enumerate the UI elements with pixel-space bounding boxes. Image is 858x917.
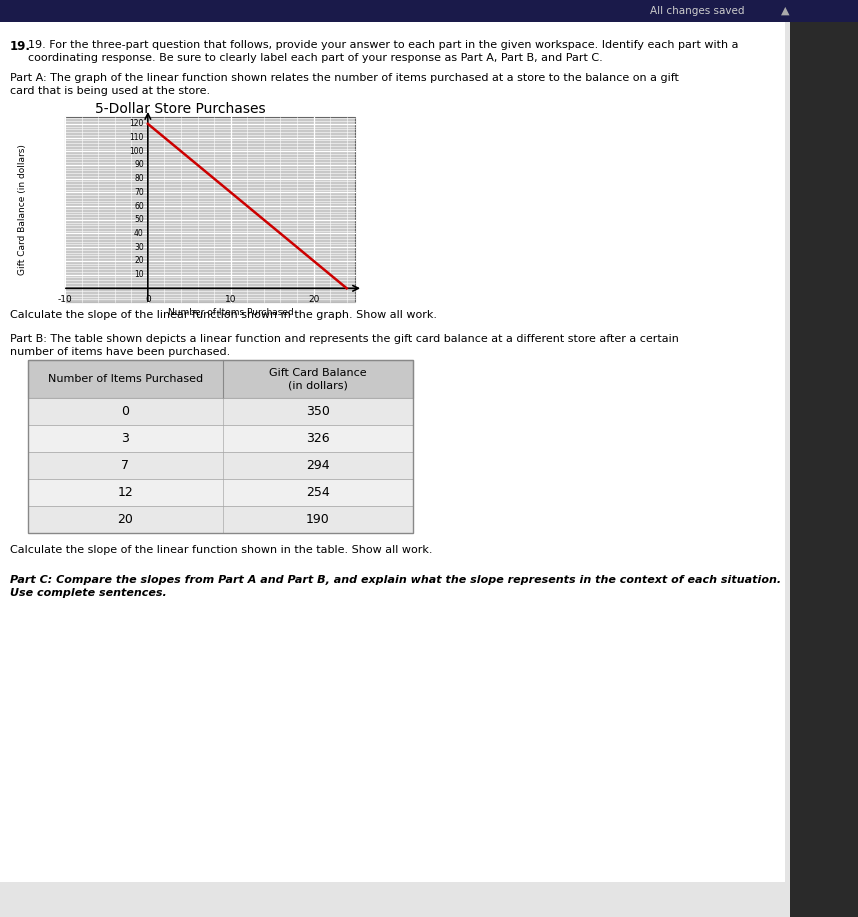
Text: 350: 350: [306, 405, 330, 418]
Text: 7: 7: [122, 459, 130, 472]
Text: number of items have been purchased.: number of items have been purchased.: [10, 347, 230, 357]
Text: 0: 0: [145, 295, 151, 304]
Text: 190: 190: [306, 513, 329, 526]
Text: card that is being used at the store.: card that is being used at the store.: [10, 86, 210, 96]
Text: 20: 20: [308, 295, 319, 304]
Text: 294: 294: [306, 459, 329, 472]
Bar: [28, 425, 413, 452]
Text: Calculate the slope of the linear function shown in the graph. Show all work.: Calculate the slope of the linear functi…: [10, 310, 437, 320]
Text: Number of Items Purchased: Number of Items Purchased: [48, 374, 203, 384]
Text: ▲: ▲: [781, 6, 789, 16]
Text: 3: 3: [122, 432, 130, 445]
Text: 19.: 19.: [10, 40, 31, 53]
Bar: [28, 398, 413, 425]
Text: 10: 10: [134, 271, 144, 279]
Bar: [28, 360, 413, 533]
Bar: [28, 479, 413, 506]
Text: 326: 326: [306, 432, 329, 445]
Text: 120: 120: [130, 119, 144, 128]
Text: Gift Card Balance: Gift Card Balance: [269, 368, 367, 378]
Text: 110: 110: [130, 133, 144, 142]
Text: 5-Dollar Store Purchases: 5-Dollar Store Purchases: [95, 102, 266, 116]
Text: All changes saved: All changes saved: [650, 6, 745, 16]
Text: -10: -10: [57, 295, 72, 304]
Text: 19. For the three-part question that follows, provide your answer to each part i: 19. For the three-part question that fol…: [28, 40, 739, 50]
Text: 90: 90: [134, 160, 144, 170]
Text: 12: 12: [118, 486, 133, 499]
Text: Part B: The table shown depicts a linear function and represents the gift card b: Part B: The table shown depicts a linear…: [10, 334, 679, 344]
Text: 50: 50: [134, 215, 144, 225]
Text: 20: 20: [118, 513, 134, 526]
Text: Part C: Compare the slopes from Part A and Part B, and explain what the slope re: Part C: Compare the slopes from Part A a…: [10, 575, 781, 585]
Bar: [65, 117, 355, 302]
Text: 0: 0: [122, 405, 130, 418]
Bar: [28, 360, 413, 398]
Text: 254: 254: [306, 486, 329, 499]
Text: 30: 30: [134, 243, 144, 251]
Text: Gift Card Balance (in dollars): Gift Card Balance (in dollars): [19, 144, 27, 275]
Text: 80: 80: [134, 174, 144, 183]
Text: 20: 20: [134, 257, 144, 265]
Text: 40: 40: [134, 229, 144, 238]
Text: 10: 10: [225, 295, 237, 304]
Bar: [0, 0, 858, 22]
Text: 70: 70: [134, 188, 144, 197]
Text: 60: 60: [134, 202, 144, 211]
Text: Number of Items Purchased: Number of Items Purchased: [168, 308, 293, 317]
Text: Part A: The graph of the linear function shown relates the number of items purch: Part A: The graph of the linear function…: [10, 73, 679, 83]
Text: 100: 100: [130, 147, 144, 156]
Bar: [790, 0, 858, 917]
Bar: [28, 506, 413, 533]
Text: Use complete sentences.: Use complete sentences.: [10, 588, 166, 598]
Text: coordinating response. Be sure to clearly label each part of your response as Pa: coordinating response. Be sure to clearl…: [28, 53, 603, 63]
Text: Calculate the slope of the linear function shown in the table. Show all work.: Calculate the slope of the linear functi…: [10, 545, 432, 555]
Text: (in dollars): (in dollars): [288, 380, 348, 390]
Bar: [28, 452, 413, 479]
